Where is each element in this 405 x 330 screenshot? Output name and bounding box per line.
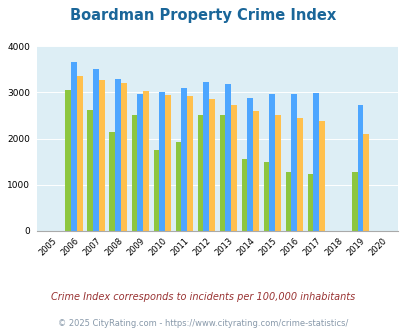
Text: © 2025 CityRating.com - https://www.cityrating.com/crime-statistics/: © 2025 CityRating.com - https://www.city… [58,319,347,328]
Bar [230,105,236,231]
Bar [269,94,275,231]
Bar [93,69,99,231]
Bar [175,142,181,231]
Bar [77,76,82,231]
Text: Crime Index corresponds to incidents per 100,000 inhabitants: Crime Index corresponds to incidents per… [51,292,354,302]
Bar [143,90,148,231]
Bar [203,82,209,231]
Bar [153,150,159,231]
Bar [362,134,368,231]
Bar [121,83,126,231]
Bar [285,172,291,231]
Bar [351,172,357,231]
Bar [318,121,324,231]
Bar [241,159,247,231]
Bar [159,92,164,231]
Bar [87,110,93,231]
Bar [219,115,225,231]
Bar [137,94,143,231]
Bar [187,96,192,231]
Bar [225,84,230,231]
Bar [252,111,258,231]
Bar [109,132,115,231]
Bar [357,105,362,231]
Bar [99,81,104,231]
Bar [115,79,121,231]
Bar [181,88,187,231]
Bar [197,115,203,231]
Bar [313,93,318,231]
Bar [291,94,296,231]
Bar [275,115,280,231]
Bar [209,99,214,231]
Bar [263,162,269,231]
Bar [307,174,313,231]
Bar [296,118,302,231]
Bar [164,95,170,231]
Bar [131,115,137,231]
Bar [65,90,71,231]
Bar [71,62,77,231]
Text: Boardman Property Crime Index: Boardman Property Crime Index [70,8,335,23]
Bar [247,98,252,231]
